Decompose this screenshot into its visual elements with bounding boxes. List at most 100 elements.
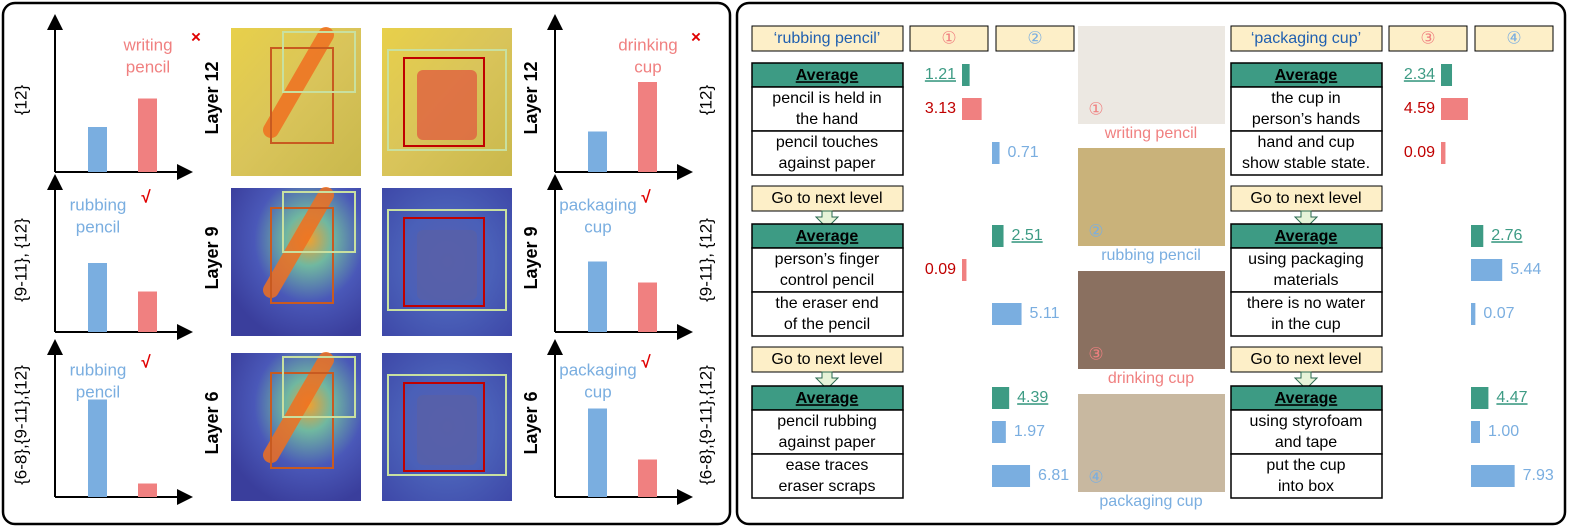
- box: [282, 191, 356, 253]
- item-text: against paper: [779, 155, 877, 172]
- score-label: 0.09: [1404, 144, 1435, 161]
- box: [282, 356, 356, 418]
- layer-label: Layer 12: [202, 61, 222, 134]
- next-button: [1230, 185, 1383, 212]
- next-label: Go to next level: [771, 190, 882, 207]
- average-box: [1230, 223, 1383, 249]
- score-label: 1.21: [925, 66, 956, 83]
- item-box: [1230, 409, 1383, 455]
- item-text: the hand: [796, 111, 858, 128]
- chart-label: pencil: [76, 382, 120, 401]
- down-arrow: [814, 210, 840, 229]
- score-bar: [1441, 64, 1453, 86]
- score-bar: [1471, 225, 1484, 247]
- score-bar: [962, 98, 982, 120]
- item-text: and tape: [1275, 434, 1337, 451]
- score-bar: [992, 303, 1022, 325]
- photo-caption: drinking cup: [1108, 370, 1194, 387]
- photo-caption: writing pencil: [1104, 125, 1197, 142]
- average-label: Average: [796, 390, 859, 407]
- chart-label: cup: [584, 217, 611, 236]
- pencil-heat: [263, 352, 334, 463]
- bar: [638, 282, 657, 332]
- chart-label: pencil: [76, 217, 120, 236]
- score-label: 4.39: [1017, 389, 1048, 406]
- column-label: ④: [1506, 28, 1521, 47]
- result-mark: √: [641, 352, 651, 371]
- score-bar: [1471, 465, 1515, 487]
- layer-label: Layer 6: [521, 391, 541, 454]
- pencil-heat: [263, 27, 334, 138]
- left-frame: [1, 1, 732, 526]
- score-label: 4.59: [1404, 100, 1435, 117]
- score-label: 2.76: [1491, 227, 1522, 244]
- item-text: pencil touches: [776, 134, 878, 151]
- item-text: hand and cup: [1258, 134, 1355, 151]
- box: [387, 209, 507, 311]
- score-label: 1.00: [1488, 423, 1519, 440]
- item-text: control pencil: [780, 272, 874, 289]
- chart-label: pencil: [126, 57, 170, 76]
- score-label: 2.34: [1404, 66, 1435, 83]
- scope-label: {12}: [11, 85, 30, 116]
- scope-label: {6-8},{9-11},{12}: [11, 365, 30, 485]
- bar: [88, 263, 107, 332]
- box: [270, 47, 334, 144]
- bar: [138, 483, 157, 497]
- score-label: 3.13: [925, 100, 956, 117]
- item-text: in the cup: [1271, 316, 1340, 333]
- item-text: pencil is held in: [772, 90, 881, 107]
- item-text: using packaging: [1248, 251, 1364, 268]
- result-mark: ×: [691, 27, 701, 46]
- average-label: Average: [796, 67, 859, 84]
- down-arrow: [1293, 371, 1319, 390]
- cup-heat: [417, 395, 477, 465]
- item-text: eraser scraps: [779, 478, 876, 495]
- layer-label: Layer 9: [521, 226, 541, 289]
- item-text: the eraser end: [775, 295, 878, 312]
- score-label: 5.11: [1030, 305, 1060, 322]
- score-bar: [962, 64, 970, 86]
- cup-heat: [417, 230, 477, 300]
- item-text: person’s finger: [775, 251, 880, 268]
- layer-label: Layer 6: [202, 391, 222, 454]
- score-label: 5.44: [1510, 261, 1541, 278]
- chart-label: drinking: [618, 35, 678, 54]
- bar: [88, 127, 107, 172]
- score-bar: [1441, 142, 1446, 164]
- bar: [88, 399, 107, 497]
- box: [403, 382, 485, 472]
- column-head: [1388, 25, 1468, 52]
- result-mark: √: [141, 187, 151, 206]
- score-label: 0.71: [1008, 144, 1039, 161]
- bar: [588, 131, 607, 172]
- bar: [138, 98, 157, 172]
- item-text: ease traces: [786, 457, 869, 474]
- layer-label: Layer 12: [521, 61, 541, 134]
- item-text: pencil rubbing: [777, 413, 877, 430]
- column-label: ①: [941, 28, 956, 47]
- bar: [138, 291, 157, 332]
- item-box: [751, 86, 904, 132]
- photo: [1078, 271, 1225, 369]
- result-mark: √: [641, 187, 651, 206]
- result-mark: ×: [191, 27, 201, 46]
- score-bar: [1471, 259, 1503, 281]
- item-text: there is no water: [1247, 295, 1366, 312]
- score-bar: [992, 225, 1004, 247]
- bar: [588, 261, 607, 332]
- chart-label: packaging: [559, 195, 637, 214]
- photo-caption: packaging cup: [1099, 493, 1202, 510]
- photo-number: ④: [1088, 467, 1103, 486]
- score-label: 1.97: [1014, 423, 1045, 440]
- average-box: [1230, 62, 1383, 88]
- photo: [1078, 394, 1225, 492]
- next-button: [751, 346, 904, 373]
- result-mark: √: [141, 352, 151, 371]
- item-box: [1230, 247, 1383, 293]
- query-box: [1230, 25, 1383, 52]
- box: [403, 217, 485, 307]
- bar: [638, 459, 657, 497]
- item-text: against paper: [779, 434, 877, 451]
- chart-label: rubbing: [70, 360, 127, 379]
